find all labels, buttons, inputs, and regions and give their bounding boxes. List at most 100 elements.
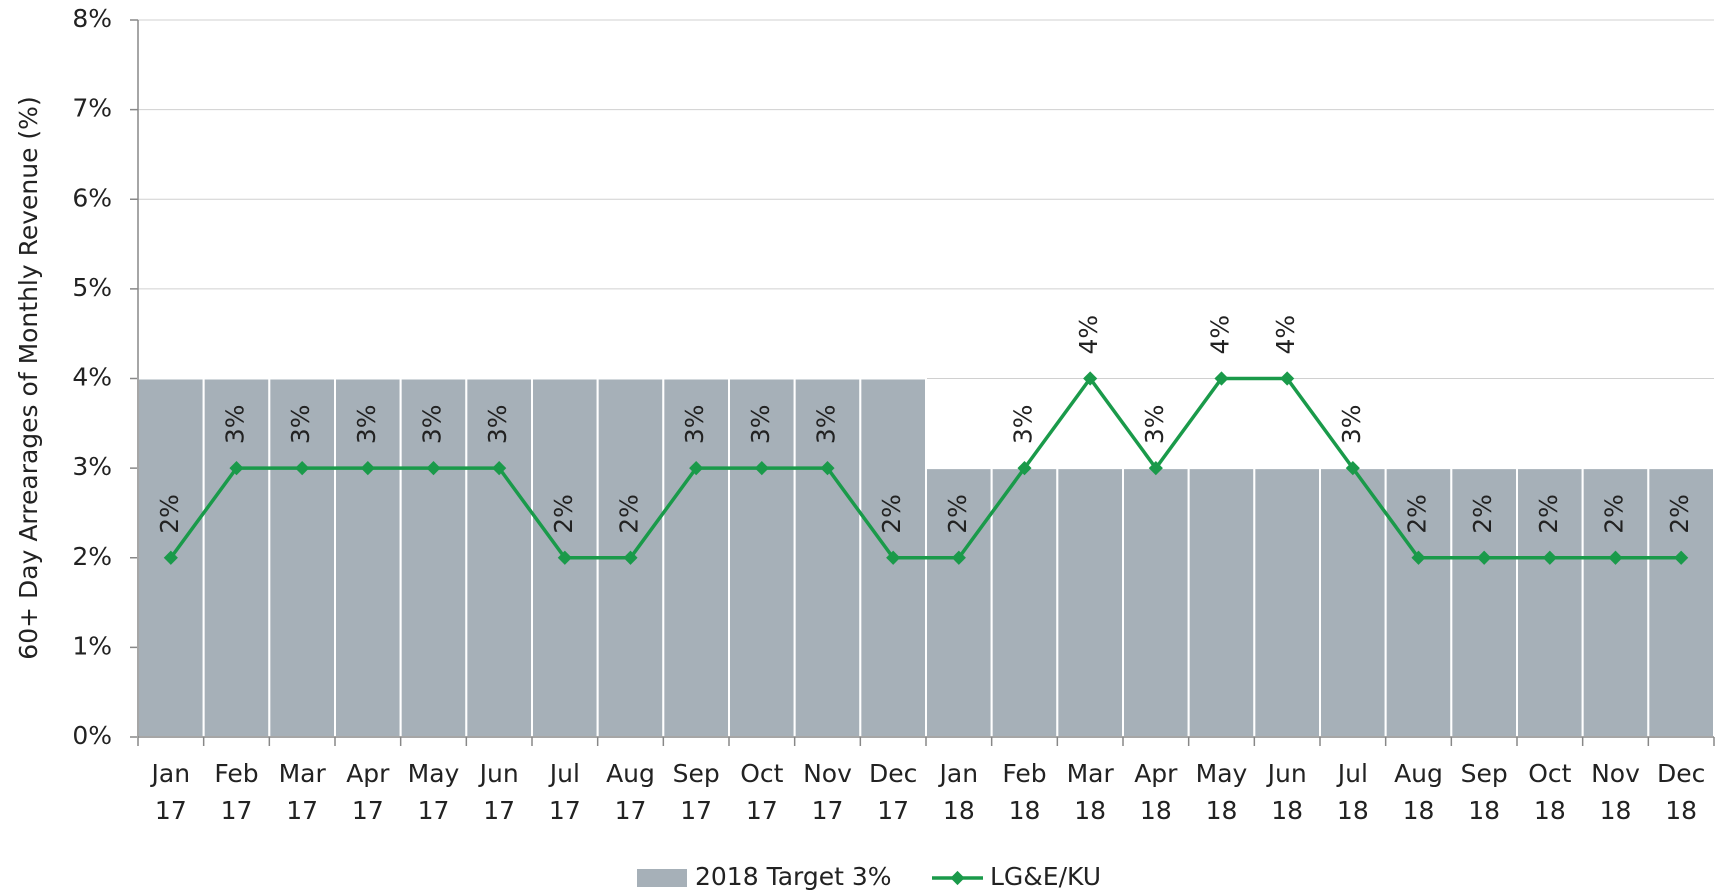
- data-label: 2%: [1534, 494, 1563, 534]
- x-tick-label: Jul 17: [548, 759, 581, 825]
- data-label: 3%: [812, 404, 841, 444]
- y-tick-label: 5%: [72, 273, 112, 302]
- marker: [1083, 371, 1098, 386]
- y-tick-label: 2%: [72, 542, 112, 571]
- y-tick-label: 7%: [72, 94, 112, 123]
- x-tick-label: Mar 18: [1066, 759, 1114, 825]
- y-axis-label: 60+ Day Arrearages of Monthly Revenue (%…: [14, 96, 43, 659]
- x-tick-label: Apr 17: [346, 759, 390, 825]
- x-tick-label: Jun 17: [479, 759, 519, 825]
- x-tick-label: Feb 17: [214, 759, 259, 825]
- marker: [820, 461, 835, 476]
- x-tick-label: Jan 17: [151, 759, 191, 825]
- x-tick-label: Dec 18: [1656, 759, 1706, 825]
- data-label: 2%: [615, 494, 644, 534]
- legend-label: LG&E/KU: [990, 862, 1101, 891]
- marker: [623, 550, 638, 565]
- marker: [360, 461, 375, 476]
- marker: [426, 461, 441, 476]
- bar: [465, 377, 534, 738]
- bar: [1187, 467, 1256, 738]
- data-label: 2%: [549, 494, 578, 534]
- bar: [728, 377, 796, 738]
- data-label: 3%: [1140, 404, 1169, 444]
- y-tick-label: 6%: [72, 183, 112, 212]
- marker: [163, 550, 178, 565]
- bar: [1056, 467, 1125, 738]
- bar: [202, 377, 271, 738]
- y-tick-label: 0%: [72, 721, 112, 750]
- marker: [229, 461, 244, 476]
- data-label: 2%: [943, 494, 972, 534]
- x-tick-label: Apr 18: [1134, 759, 1178, 825]
- marker: [1214, 371, 1229, 386]
- y-tick-label: 3%: [72, 452, 112, 481]
- data-label: 2%: [1665, 494, 1694, 534]
- bar: [925, 467, 993, 738]
- bar: [1319, 467, 1387, 738]
- marker: [557, 550, 572, 565]
- bar: [990, 467, 1059, 738]
- marker: [1411, 550, 1426, 565]
- bar: [1581, 467, 1650, 738]
- x-tick-label: Jul 18: [1336, 759, 1369, 825]
- x-tick-label: Aug 18: [1394, 759, 1443, 825]
- x-tick-label: Feb 18: [1002, 759, 1047, 825]
- marker: [1280, 371, 1295, 386]
- x-tick-label: Jan 18: [939, 759, 979, 825]
- bar: [662, 377, 730, 738]
- bar: [1253, 467, 1322, 738]
- data-label: 2%: [155, 494, 184, 534]
- marker: [1674, 550, 1689, 565]
- data-label: 2%: [1403, 494, 1432, 534]
- legend-swatch: [637, 869, 687, 887]
- x-tick-label: Oct 18: [1528, 759, 1572, 825]
- line: [169, 375, 1682, 560]
- legend-marker: [950, 870, 965, 886]
- data-label: 3%: [352, 404, 381, 444]
- bar: [334, 377, 402, 738]
- marker: [1542, 550, 1557, 565]
- marker: [1345, 461, 1360, 476]
- x-tick-label: Jun 18: [1267, 759, 1307, 825]
- bar: [1450, 467, 1519, 738]
- data-label: 2%: [1600, 494, 1629, 534]
- x-tick-label: Nov 17: [803, 759, 852, 825]
- marker: [1148, 461, 1163, 476]
- data-label: 3%: [418, 404, 447, 444]
- data-label: 4%: [1271, 315, 1300, 355]
- data-label: 4%: [1206, 315, 1235, 355]
- marker: [492, 461, 507, 476]
- x-tick-label: Aug 17: [606, 759, 655, 825]
- marker: [295, 461, 310, 476]
- legend-label: 2018 Target 3%: [695, 862, 892, 891]
- bar: [1122, 467, 1190, 738]
- data-label: 3%: [680, 404, 709, 444]
- x-tick-label: Dec 17: [868, 759, 918, 825]
- x-tick-label: Nov 18: [1591, 759, 1640, 825]
- x-tick-label: May 18: [1195, 759, 1248, 825]
- y-tick-label: 1%: [72, 631, 112, 660]
- bar: [1516, 467, 1584, 738]
- data-label: 3%: [221, 404, 250, 444]
- x-tick-label: Sep 17: [672, 759, 720, 825]
- data-label: 3%: [286, 404, 315, 444]
- marker: [1608, 550, 1623, 565]
- x-tick-label: Sep 18: [1460, 759, 1508, 825]
- data-label: 3%: [1009, 404, 1038, 444]
- data-label: 3%: [746, 404, 775, 444]
- data-label: 4%: [1074, 315, 1103, 355]
- x-tick-label: Mar 17: [278, 759, 326, 825]
- y-tick-label: 4%: [72, 363, 112, 392]
- marker: [951, 550, 966, 565]
- data-label: 2%: [1468, 494, 1497, 534]
- data-label: 2%: [877, 494, 906, 534]
- y-tick-label: 8%: [72, 4, 112, 33]
- x-tick-label: Oct 17: [740, 759, 784, 825]
- data-label: 3%: [483, 404, 512, 444]
- data-label: 3%: [1337, 404, 1366, 444]
- marker: [886, 550, 901, 565]
- marker: [754, 461, 769, 476]
